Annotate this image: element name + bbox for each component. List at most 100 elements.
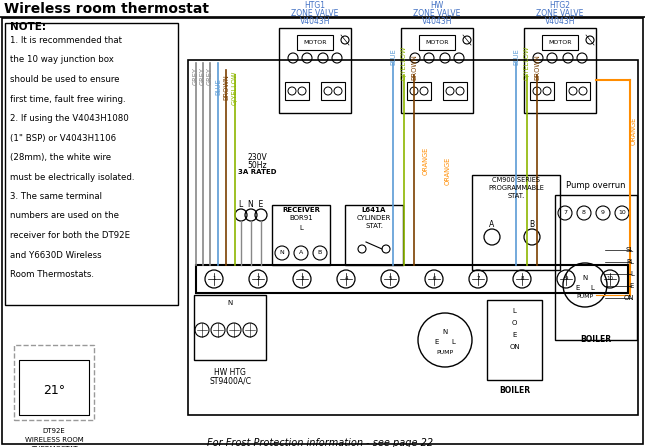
Bar — [542, 35, 578, 50]
Text: MOTOR: MOTOR — [425, 40, 449, 45]
Bar — [566, 82, 590, 100]
Text: V4043H: V4043H — [545, 17, 575, 26]
Text: NOTE:: NOTE: — [10, 22, 46, 32]
Text: BROWN: BROWN — [223, 74, 229, 100]
Text: PROGRAMMABLE: PROGRAMMABLE — [488, 185, 544, 191]
Text: 1: 1 — [212, 277, 215, 282]
Text: BOR91: BOR91 — [289, 215, 313, 221]
Text: G/YELLOW: G/YELLOW — [524, 46, 530, 80]
Text: BOILER: BOILER — [499, 386, 530, 395]
Text: B: B — [530, 220, 535, 229]
Text: ORANGE: ORANGE — [423, 147, 429, 175]
Text: 6: 6 — [432, 277, 436, 282]
Text: 9: 9 — [564, 277, 568, 282]
Text: For Frost Protection information - see page 22: For Frost Protection information - see p… — [207, 438, 433, 447]
Text: 7: 7 — [476, 277, 480, 282]
Text: 3. The same terminal: 3. The same terminal — [10, 192, 102, 201]
Text: 3A RATED: 3A RATED — [238, 169, 276, 175]
Text: and Y6630D Wireless: and Y6630D Wireless — [10, 250, 102, 260]
Bar — [194, 295, 266, 360]
Text: BROWN: BROWN — [534, 54, 540, 80]
Text: Room Thermostats.: Room Thermostats. — [10, 270, 94, 279]
Text: 10: 10 — [606, 277, 613, 282]
Text: 7: 7 — [563, 211, 567, 215]
Bar — [345, 205, 403, 265]
Text: E: E — [512, 332, 517, 338]
Text: 2. If using the V4043H1080: 2. If using the V4043H1080 — [10, 114, 129, 123]
Text: 50Hz: 50Hz — [247, 161, 267, 170]
Bar — [272, 205, 330, 265]
Text: (1" BSP) or V4043H1106: (1" BSP) or V4043H1106 — [10, 134, 116, 143]
Text: V4043H: V4043H — [422, 17, 452, 26]
Text: A: A — [299, 250, 303, 256]
Text: L  N  E: L N E — [239, 200, 263, 209]
Text: B: B — [318, 250, 322, 256]
Text: N: N — [582, 275, 588, 281]
Text: L641A: L641A — [362, 207, 386, 213]
Text: PUMP: PUMP — [437, 350, 453, 354]
Text: N: N — [280, 250, 284, 256]
Bar — [443, 82, 467, 100]
Bar — [555, 195, 637, 340]
Text: Wireless room thermostat: Wireless room thermostat — [4, 2, 209, 16]
Text: L: L — [513, 308, 517, 314]
Text: N: N — [228, 300, 233, 306]
Text: E: E — [630, 283, 634, 289]
Text: E: E — [435, 339, 439, 345]
Text: STAT.: STAT. — [365, 223, 383, 229]
Bar — [188, 60, 638, 415]
Text: O: O — [512, 320, 517, 326]
Text: Pump overrun: Pump overrun — [566, 181, 626, 190]
Text: A: A — [490, 220, 495, 229]
Text: GREY: GREY — [200, 67, 206, 85]
Bar — [297, 35, 333, 50]
Text: ZONE VALVE: ZONE VALVE — [413, 9, 461, 18]
Text: 230V: 230V — [247, 153, 267, 162]
Text: G/YELLOW: G/YELLOW — [232, 71, 238, 105]
Text: (28mm), the white wire: (28mm), the white wire — [10, 153, 111, 162]
Bar — [14, 345, 94, 420]
Text: HW: HW — [430, 1, 444, 10]
Text: first time, fault free wiring.: first time, fault free wiring. — [10, 94, 126, 104]
Text: L: L — [451, 339, 455, 345]
Text: HW HTG: HW HTG — [214, 368, 246, 377]
Text: PL: PL — [626, 259, 634, 265]
Text: BLUE: BLUE — [215, 78, 221, 95]
Text: GREY: GREY — [193, 67, 199, 85]
Text: BLUE: BLUE — [390, 48, 396, 65]
Text: 8: 8 — [521, 277, 524, 282]
Text: ZONE VALVE: ZONE VALVE — [536, 9, 584, 18]
Text: ZONE VALVE: ZONE VALVE — [292, 9, 339, 18]
Text: RECEIVER: RECEIVER — [282, 207, 320, 213]
Text: must be electrically isolated.: must be electrically isolated. — [10, 173, 135, 181]
Bar — [524, 28, 596, 113]
Bar — [407, 82, 431, 100]
Bar — [530, 82, 554, 100]
Bar — [321, 82, 345, 100]
Text: should be used to ensure: should be used to ensure — [10, 75, 119, 84]
Text: ORANGE: ORANGE — [631, 117, 637, 145]
Text: DT92E: DT92E — [43, 428, 65, 434]
Text: MOTOR: MOTOR — [548, 40, 571, 45]
Text: SL: SL — [626, 247, 634, 253]
Bar — [419, 35, 455, 50]
Text: 3: 3 — [301, 277, 304, 282]
Text: CM900 SERIES: CM900 SERIES — [492, 177, 540, 183]
Bar — [285, 82, 309, 100]
Text: BOILER: BOILER — [580, 335, 611, 344]
Text: V4043H: V4043H — [300, 17, 330, 26]
Text: GREY: GREY — [207, 67, 213, 85]
Bar — [5, 23, 178, 305]
Text: BLUE: BLUE — [513, 48, 519, 65]
Text: 2: 2 — [256, 277, 260, 282]
Text: receiver for both the DT92E: receiver for both the DT92E — [10, 231, 130, 240]
Text: G/YELLOW: G/YELLOW — [401, 46, 407, 80]
Text: 21°: 21° — [43, 384, 65, 396]
Text: 1. It is recommended that: 1. It is recommended that — [10, 36, 122, 45]
Text: L: L — [299, 225, 303, 231]
Text: CYLINDER: CYLINDER — [357, 215, 391, 221]
Text: PUMP: PUMP — [577, 295, 593, 299]
Bar — [19, 360, 89, 415]
Bar — [279, 28, 351, 113]
Text: THERMOSTAT: THERMOSTAT — [31, 446, 77, 447]
